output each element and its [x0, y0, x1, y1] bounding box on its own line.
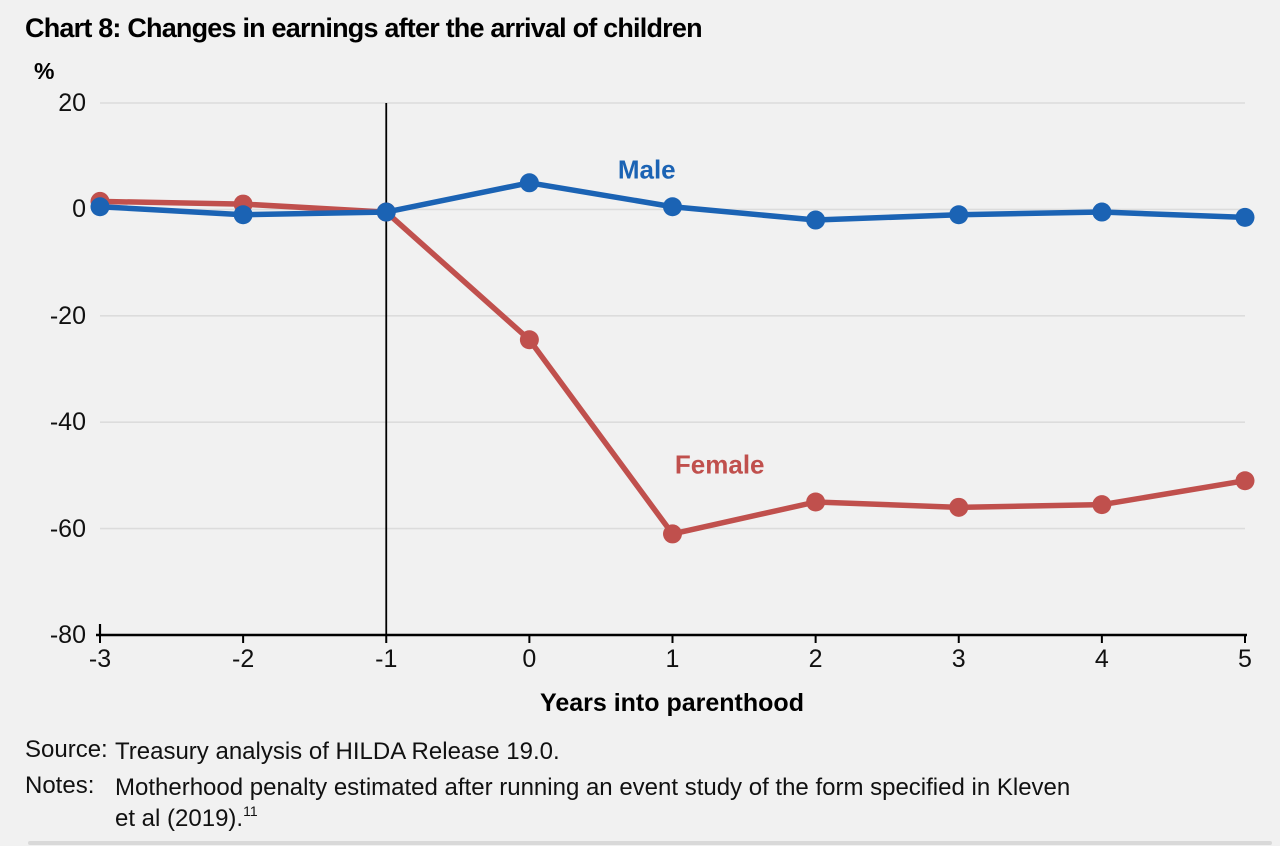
y-axis-unit-label: % — [34, 58, 55, 84]
female-marker — [663, 524, 682, 544]
male-marker — [1092, 202, 1112, 222]
y-tick-label: -20 — [49, 301, 86, 330]
y-tick-label: 20 — [58, 89, 86, 117]
source-text: Treasury analysis of HILDA Release 19.0. — [115, 738, 560, 765]
x-tick-label: 0 — [522, 645, 537, 673]
female-marker — [806, 492, 826, 512]
notes-line1: Motherhood penalty estimated after runni… — [115, 774, 1071, 801]
male-marker — [376, 202, 396, 222]
female-line — [99, 198, 1246, 537]
y-tick-label: 0 — [72, 195, 86, 224]
y-tick-label: -60 — [49, 514, 86, 543]
y-tick-label: -40 — [49, 408, 86, 437]
x-tick-label: 5 — [1238, 645, 1252, 673]
notes-text: Motherhood penalty estimated after runni… — [115, 772, 1265, 834]
female-marker — [1235, 471, 1255, 491]
notes-label: Notes: — [25, 772, 95, 799]
male-marker — [233, 205, 253, 225]
female-series-label: Female — [674, 449, 765, 480]
footnote-marker: 11 — [243, 803, 258, 819]
x-tick-label: -2 — [232, 645, 255, 673]
male-series-label: Male — [617, 154, 676, 185]
source-label: Source: — [25, 736, 108, 763]
male-marker — [1235, 207, 1255, 227]
male-marker — [90, 197, 110, 217]
x-tick-label: 4 — [1094, 645, 1109, 673]
x-tick-label: 2 — [808, 645, 823, 673]
x-tick-label: -1 — [375, 645, 398, 673]
bottom-divider — [28, 841, 1272, 845]
male-marker — [806, 210, 826, 230]
x-tick-label: 3 — [951, 645, 966, 673]
female-marker — [519, 330, 539, 350]
male-marker — [949, 205, 969, 225]
male-marker — [663, 197, 682, 217]
y-tick-label: -80 — [49, 621, 86, 649]
female-marker — [949, 497, 969, 517]
chart-title: Chart 8: Changes in earnings after the a… — [25, 13, 703, 43]
notes-line2: et al (2019). — [115, 805, 244, 832]
x-tick-label: -3 — [88, 645, 112, 673]
x-axis-title: Years into parenthood — [540, 689, 804, 717]
male-marker — [519, 173, 539, 193]
x-tick-label: 1 — [665, 645, 680, 673]
female-marker — [1092, 495, 1112, 515]
